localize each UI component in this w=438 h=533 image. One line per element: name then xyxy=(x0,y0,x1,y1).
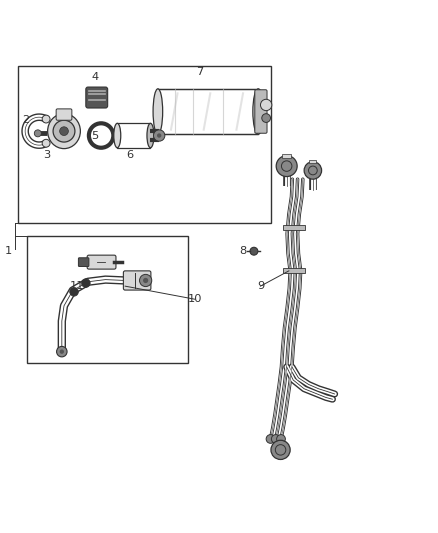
Bar xyxy=(27,236,188,362)
FancyBboxPatch shape xyxy=(86,87,108,108)
Text: 2: 2 xyxy=(22,115,29,125)
Circle shape xyxy=(42,115,50,123)
Circle shape xyxy=(250,247,258,255)
Ellipse shape xyxy=(114,123,121,148)
Ellipse shape xyxy=(253,89,264,134)
Bar xyxy=(18,66,272,223)
Bar xyxy=(117,123,150,148)
Text: 11: 11 xyxy=(70,281,85,291)
FancyBboxPatch shape xyxy=(56,109,72,120)
FancyBboxPatch shape xyxy=(124,271,151,290)
Circle shape xyxy=(143,278,148,283)
Circle shape xyxy=(277,434,286,443)
Circle shape xyxy=(42,139,50,147)
Circle shape xyxy=(60,127,68,135)
Text: 5: 5 xyxy=(91,131,98,141)
Text: 4: 4 xyxy=(91,71,98,82)
Circle shape xyxy=(60,350,64,354)
Ellipse shape xyxy=(147,123,154,148)
Bar xyxy=(283,268,305,273)
Text: 10: 10 xyxy=(188,294,202,304)
FancyBboxPatch shape xyxy=(255,90,267,133)
Circle shape xyxy=(153,130,165,141)
Ellipse shape xyxy=(153,89,162,134)
Text: 9: 9 xyxy=(257,281,264,291)
Circle shape xyxy=(304,161,321,179)
Circle shape xyxy=(70,287,78,296)
Circle shape xyxy=(261,99,272,111)
Circle shape xyxy=(266,434,275,443)
Circle shape xyxy=(57,346,67,357)
FancyBboxPatch shape xyxy=(87,255,116,269)
Text: 1: 1 xyxy=(5,246,12,256)
Bar xyxy=(283,224,305,230)
Circle shape xyxy=(271,440,290,459)
Text: 3: 3 xyxy=(43,150,50,160)
Ellipse shape xyxy=(48,114,81,149)
Circle shape xyxy=(81,279,90,287)
Circle shape xyxy=(272,434,280,443)
Circle shape xyxy=(34,130,41,137)
FancyBboxPatch shape xyxy=(78,258,89,266)
Circle shape xyxy=(276,156,297,176)
Circle shape xyxy=(157,133,161,138)
Circle shape xyxy=(140,274,152,287)
Circle shape xyxy=(53,120,75,142)
Bar xyxy=(158,89,258,134)
Bar xyxy=(283,154,291,158)
Text: 6: 6 xyxy=(126,150,133,160)
Circle shape xyxy=(262,114,271,123)
Bar xyxy=(309,160,316,164)
Text: 7: 7 xyxy=(196,67,203,77)
Text: 8: 8 xyxy=(240,246,247,256)
